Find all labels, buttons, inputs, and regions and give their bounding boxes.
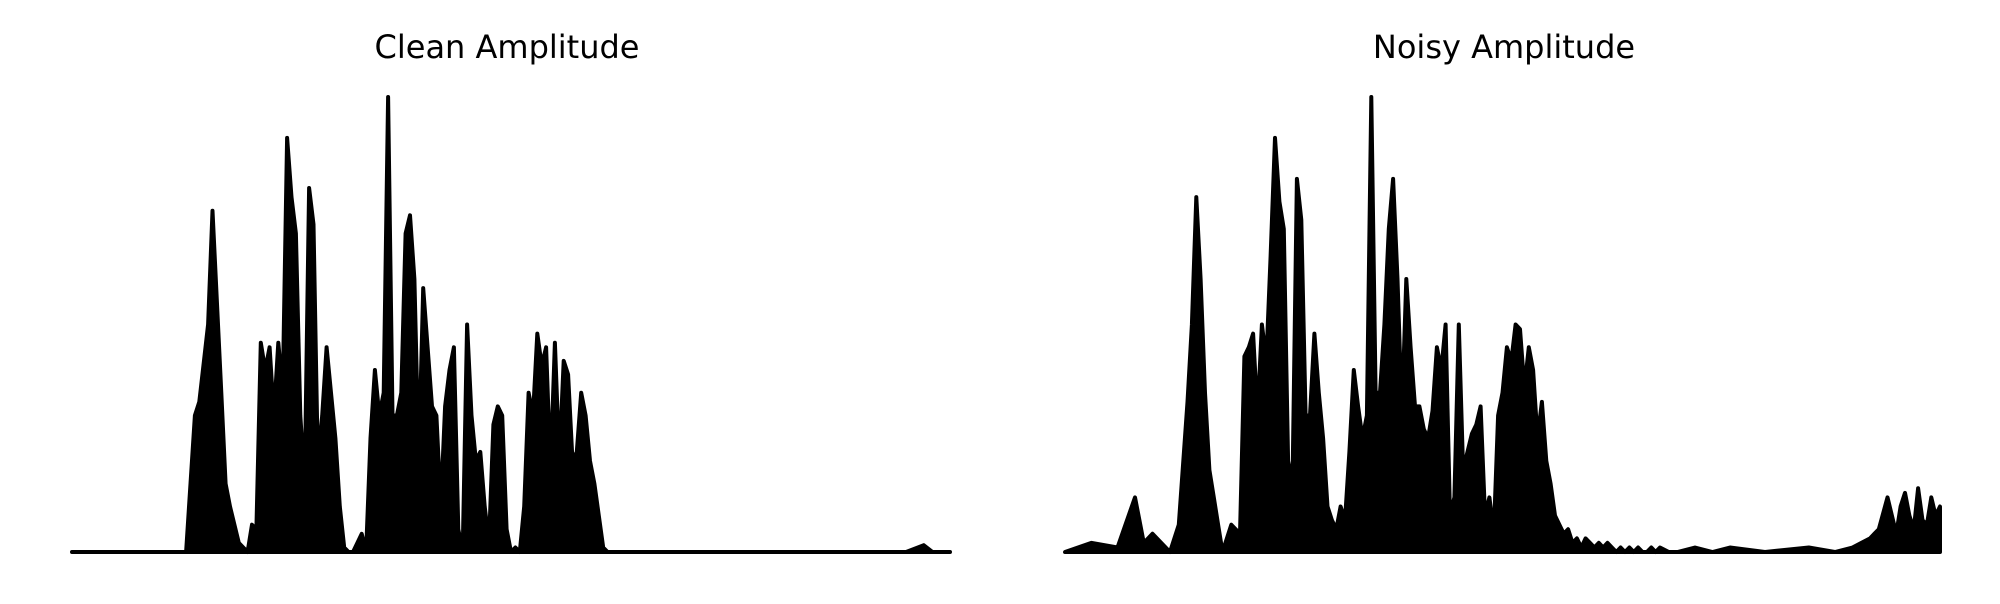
chart-title-noisy: Noisy Amplitude — [1373, 28, 1635, 66]
series-area-noisy-amplitude — [1063, 95, 1942, 554]
panel-noisy-amplitude: Noisy Amplitude — [1063, 28, 1942, 554]
series-area-clean-amplitude — [70, 95, 952, 554]
chart-title-clean: Clean Amplitude — [375, 28, 640, 66]
panel-clean-amplitude: Clean Amplitude — [70, 28, 952, 554]
